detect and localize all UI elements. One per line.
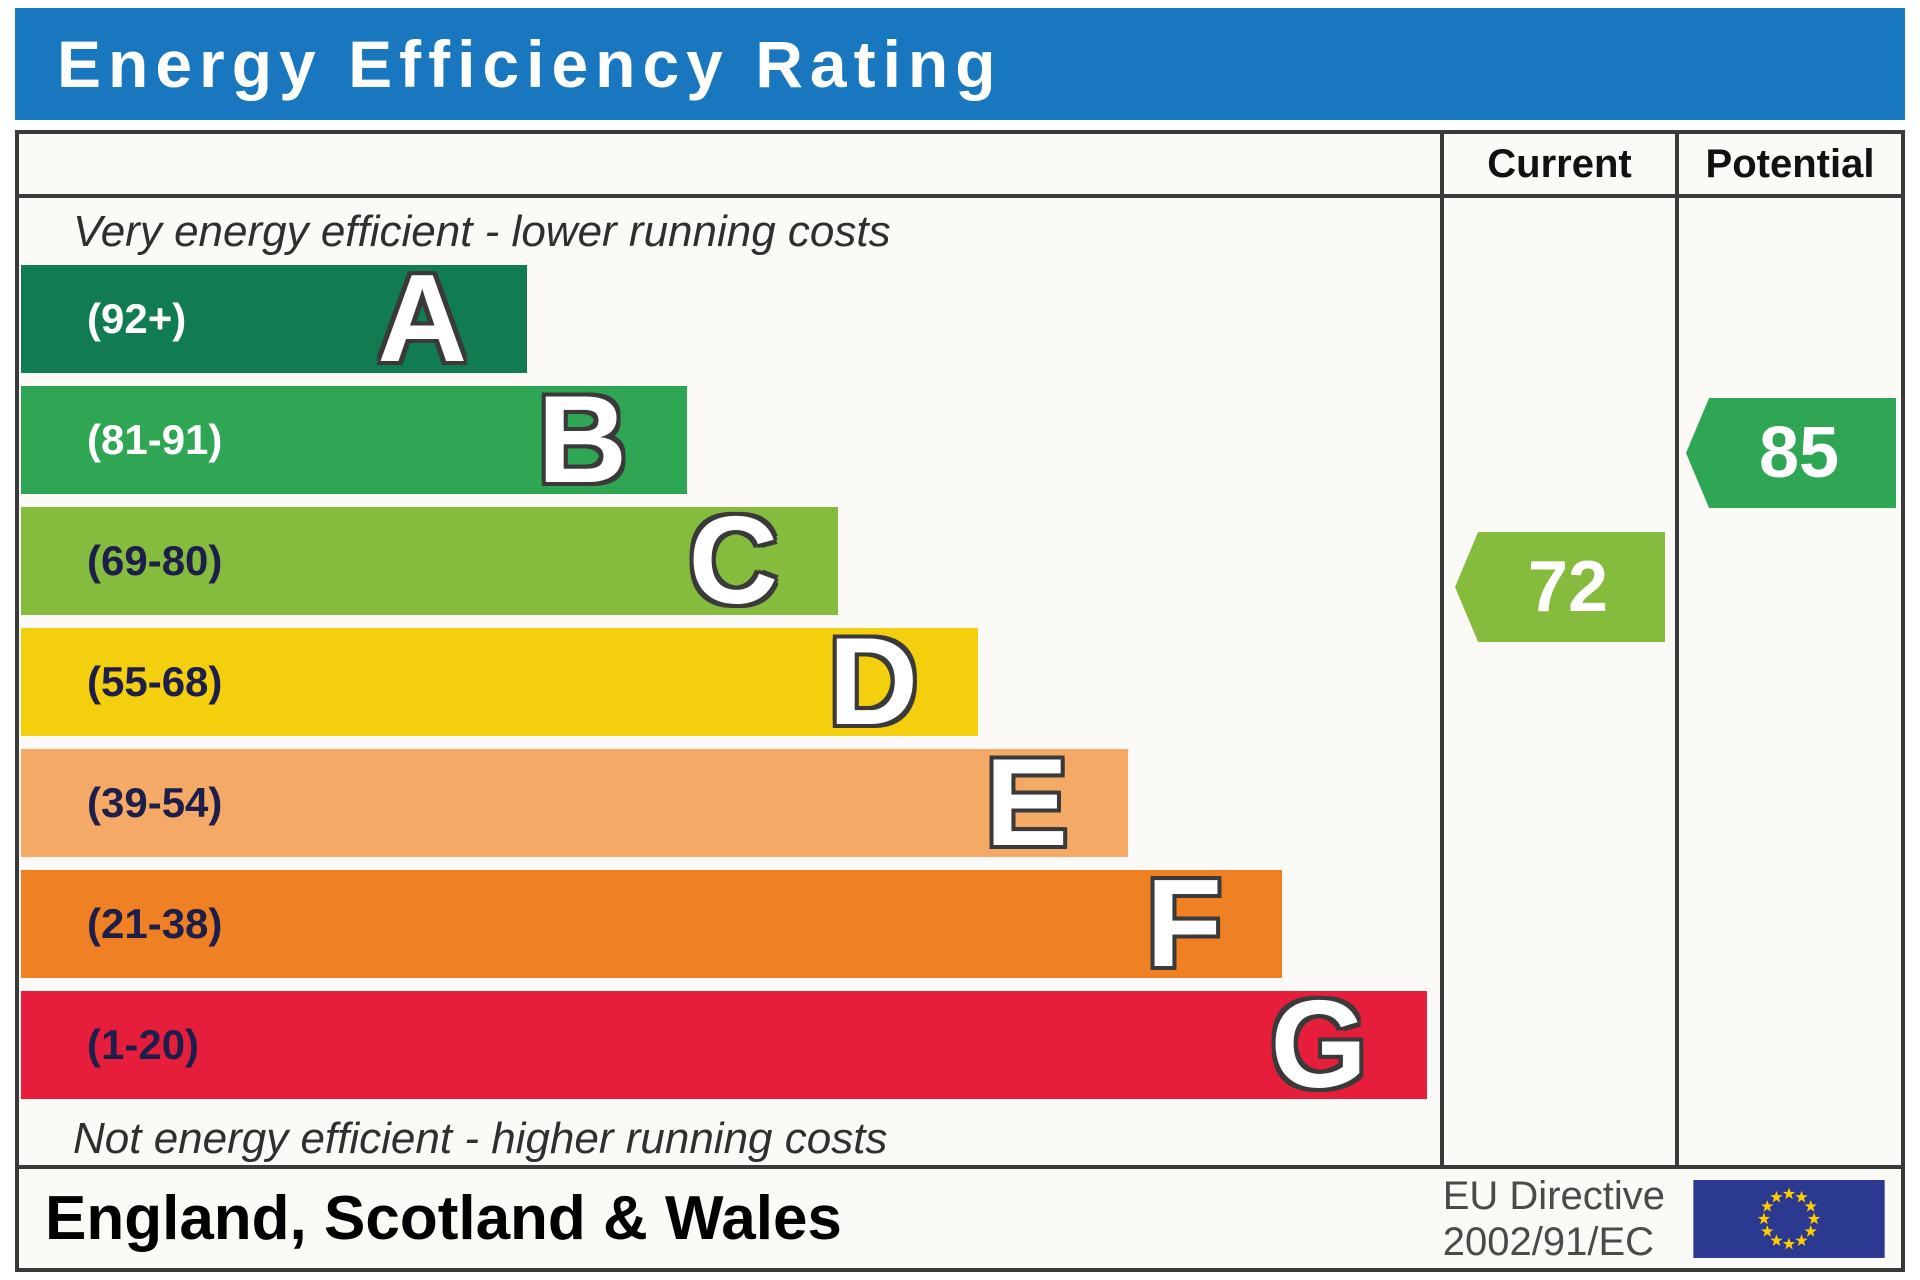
band-letter: C: [688, 492, 778, 630]
band-letter: B: [537, 371, 627, 509]
region-label: England, Scotland & Wales: [45, 1184, 842, 1253]
band-letter: D: [828, 613, 918, 751]
top-caption: Very energy efficient - lower running co…: [73, 206, 891, 256]
band-row-c: (69-80) C: [21, 499, 1440, 628]
eu-flag-icon: [1693, 1179, 1885, 1258]
band-range-label: (21-38): [87, 900, 223, 947]
band-row-a: (92+) A: [21, 257, 1440, 386]
bands-column: Very energy efficient - lower running co…: [19, 198, 1440, 1165]
bands-column-header-spacer: [19, 134, 1440, 194]
band-letter: E: [985, 734, 1068, 872]
eu-directive-line2: 2002/91/EC: [1442, 1219, 1655, 1264]
band-row-d: (55-68) D: [21, 620, 1440, 749]
epc-table: Current Potential Very energy efficient …: [15, 130, 1905, 1272]
band-letter: G: [1270, 976, 1367, 1114]
band-bar: (1-20) G: [21, 983, 1427, 1107]
potential-column-header: Potential: [1675, 134, 1901, 194]
current-column-header: Current: [1440, 134, 1675, 194]
band-bar: (81-91) B: [21, 378, 687, 502]
band-range-label: (81-91): [87, 416, 223, 463]
band-row-g: (1-20) G: [21, 983, 1440, 1112]
band-row-b: (81-91) B: [21, 378, 1440, 507]
band-bar: (69-80) C: [21, 499, 838, 623]
band-range-label: (55-68): [87, 658, 223, 705]
band-row-e: (39-54) E: [21, 741, 1440, 870]
table-body: Very energy efficient - lower running co…: [19, 198, 1901, 1165]
table-footer: England, Scotland & Wales EU Directive 2…: [19, 1165, 1901, 1268]
potential-rating-value: 85: [1758, 413, 1840, 493]
eu-directive-line1: EU Directive: [1442, 1173, 1665, 1218]
current-rating-value: 72: [1527, 547, 1609, 627]
band-letter: A: [377, 250, 467, 388]
band-range-label: (1-20): [87, 1021, 200, 1068]
bottom-caption: Not energy efficient - higher running co…: [73, 1113, 888, 1163]
chart-title-bar: Energy Efficiency Rating: [15, 8, 1905, 120]
band-bar: (55-68) D: [21, 620, 978, 744]
band-row-f: (21-38) F: [21, 862, 1440, 991]
potential-rating-badge: 85: [1686, 398, 1896, 508]
potential-column: [1675, 198, 1901, 1165]
band-bar: (21-38) F: [21, 862, 1282, 986]
band-letter: F: [1146, 855, 1222, 993]
band-range-label: (39-54): [87, 779, 223, 826]
band-bar: (92+) A: [21, 257, 527, 381]
band-bar: (39-54) E: [21, 741, 1128, 865]
band-range-label: (92+): [87, 295, 187, 342]
chart-title: Energy Efficiency Rating: [57, 27, 1003, 101]
band-range-label: (69-80): [87, 537, 223, 584]
rating-bands: (92+) A (81-91) B (69-80) C (55-68) D (3…: [19, 257, 1440, 1112]
current-rating-badge: 72: [1455, 532, 1665, 642]
current-column: [1440, 198, 1675, 1165]
eu-directive-label: EU Directive 2002/91/EC: [1443, 1173, 1665, 1265]
table-header-row: Current Potential: [19, 134, 1901, 198]
